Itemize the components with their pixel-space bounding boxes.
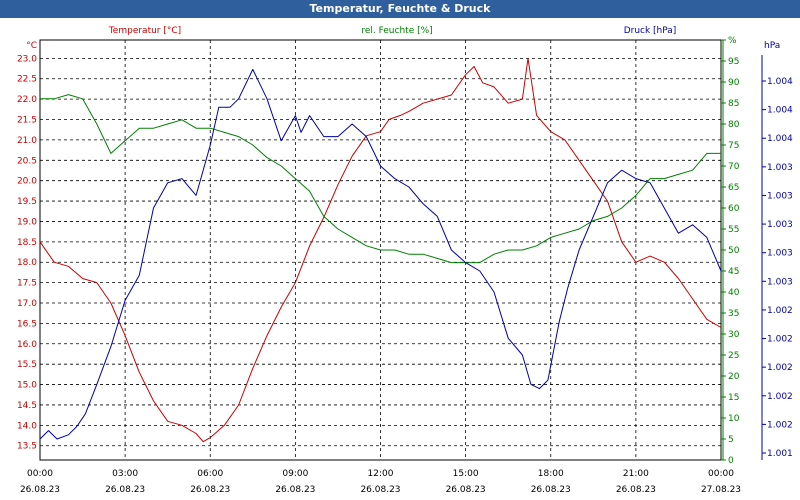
pressure-axis-label: Druck [hPa] (624, 26, 677, 36)
y-tick-humidity: 35 (728, 309, 739, 319)
y-tick-humidity: 75 (728, 141, 739, 151)
y-tick-temperature: 23.0 (17, 54, 37, 64)
humidity-axis-label: rel. Feuchte [%] (361, 26, 432, 36)
y-tick-temperature: 21.5 (17, 116, 37, 126)
y-tick-humidity: 15 (728, 393, 739, 403)
y-tick-temperature: 22.5 (17, 75, 37, 85)
y-tick-humidity: 90 (728, 78, 740, 88)
y-tick-humidity: % (728, 36, 737, 46)
y-tick-temperature: 15.0 (17, 381, 37, 391)
x-tick-date: 26.08.23 (446, 485, 486, 495)
y-tick-temperature: 19.0 (17, 217, 37, 227)
y-tick-humidity: 30 (728, 330, 740, 340)
y-tick-pressure: 1.004 (767, 106, 793, 116)
y-tick-temperature: 14.0 (17, 421, 37, 431)
y-tick-pressure: 1.003 (767, 191, 793, 201)
y-tick-pressure: 1.003 (767, 277, 793, 287)
x-tick-date: 26.08.23 (275, 485, 315, 495)
x-tick-time: 03:00 (112, 469, 138, 479)
y-tick-temperature: 17.0 (17, 299, 37, 309)
y-tick-humidity: 45 (728, 267, 739, 277)
y-tick-humidity: 0 (728, 456, 734, 466)
x-tick-date: 26.08.23 (105, 485, 145, 495)
chart-title: Temperatur, Feuchte & Druck (0, 0, 800, 18)
x-tick-time: 06:00 (197, 469, 223, 479)
pressure-unit: hPa (764, 41, 780, 51)
y-tick-temperature: 16.5 (17, 319, 37, 329)
y-tick-pressure: 1.002 (767, 363, 793, 373)
y-tick-pressure: 1.001 (767, 449, 793, 459)
y-tick-temperature: 13.5 (17, 442, 37, 452)
y-tick-pressure: 1.004 (767, 77, 793, 87)
y-tick-humidity: 85 (728, 99, 739, 109)
y-tick-pressure: 1.003 (767, 220, 793, 230)
y-tick-humidity: 10 (728, 414, 740, 424)
y-tick-pressure: 1.004 (767, 134, 793, 144)
y-tick-temperature: 15.5 (17, 360, 37, 370)
x-tick-time: 12:00 (368, 469, 394, 479)
series-line-temperature (39, 57, 722, 443)
x-tick-time: 15:00 (453, 469, 479, 479)
y-tick-temperature: 19.5 (17, 197, 37, 207)
y-tick-temperature: 16.0 (17, 340, 37, 350)
x-tick-date: 26.08.23 (20, 485, 60, 495)
x-tick-time: 00:00 (27, 469, 53, 479)
y-tick-pressure: 1.002 (767, 306, 793, 316)
y-tick-pressure: 1.002 (767, 392, 793, 402)
y-tick-humidity: 65 (728, 183, 739, 193)
y-tick-temperature: 17.5 (17, 279, 37, 289)
x-tick-date: 26.08.23 (616, 485, 656, 495)
x-tick-date: 27.08.23 (701, 485, 741, 495)
x-tick-time: 21:00 (623, 469, 649, 479)
y-tick-pressure: 1.002 (767, 335, 793, 345)
y-tick-pressure: 1.002 (767, 420, 793, 430)
y-tick-temperature: 20.0 (17, 177, 37, 187)
y-tick-temperature: 22.0 (17, 95, 37, 105)
y-tick-humidity: 60 (728, 204, 740, 214)
y-tick-temperature: 18.5 (17, 238, 37, 248)
x-tick-date: 26.08.23 (360, 485, 400, 495)
x-tick-time: 09:00 (282, 469, 308, 479)
series-line-humidity (40, 94, 721, 264)
y-tick-pressure: 1.003 (767, 249, 793, 259)
y-tick-pressure: 1.003 (767, 163, 793, 173)
y-tick-humidity: 80 (728, 120, 740, 130)
y-tick-humidity: 50 (728, 246, 740, 256)
y-tick-temperature: 21.0 (17, 136, 37, 146)
x-tick-date: 26.08.23 (190, 485, 230, 495)
series-line-pressure (39, 68, 722, 440)
y-tick-humidity: 5 (728, 435, 734, 445)
y-tick-temperature: 18.0 (17, 258, 37, 268)
y-tick-humidity: 70 (728, 162, 740, 172)
y-tick-temperature: 20.5 (17, 156, 37, 166)
temperature-axis-label: Temperatur [°C] (108, 26, 181, 36)
x-tick-date: 26.08.23 (531, 485, 571, 495)
y-tick-humidity: 55 (728, 225, 739, 235)
x-tick-time: 00:00 (708, 469, 734, 479)
y-tick-humidity: 25 (728, 351, 739, 361)
y-tick-humidity: 95 (728, 57, 739, 67)
y-tick-humidity: 40 (728, 288, 740, 298)
x-tick-time: 18:00 (538, 469, 564, 479)
y-tick-temperature: 14.5 (17, 401, 37, 411)
temperature-unit: °C (26, 41, 37, 51)
y-tick-humidity: 20 (728, 372, 740, 382)
